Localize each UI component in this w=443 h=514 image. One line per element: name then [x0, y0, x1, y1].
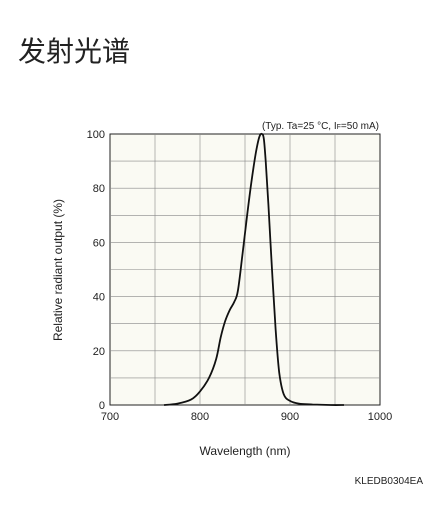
y-tick-label: 20 — [93, 346, 105, 358]
y-axis-label: Relative radiant output (%) — [51, 199, 65, 341]
x-tick-label: 700 — [101, 411, 119, 423]
y-tick-label: 40 — [93, 292, 105, 304]
y-tick-label: 80 — [93, 183, 105, 195]
x-tick-label: 1000 — [368, 411, 392, 423]
page-title: 发射光谱 — [18, 35, 131, 68]
spectrum-curve — [163, 132, 345, 406]
y-tick-label: 100 — [87, 129, 105, 141]
y-tick-label: 0 — [99, 400, 105, 412]
y-tick-label: 60 — [93, 237, 105, 249]
x-axis-label: Wavelength (nm) — [200, 444, 291, 458]
tick-labels: 700 800 900 1000 0 20 40 60 80 100 — [87, 129, 393, 423]
x-tick-label: 800 — [191, 411, 209, 423]
condition-label: (Typ. Ta=25 °C, IF=50 mA) — [262, 121, 379, 132]
figure-code: KLEDB0304EA — [354, 476, 423, 487]
x-tick-label: 900 — [281, 411, 299, 423]
grid-lines — [110, 134, 380, 405]
